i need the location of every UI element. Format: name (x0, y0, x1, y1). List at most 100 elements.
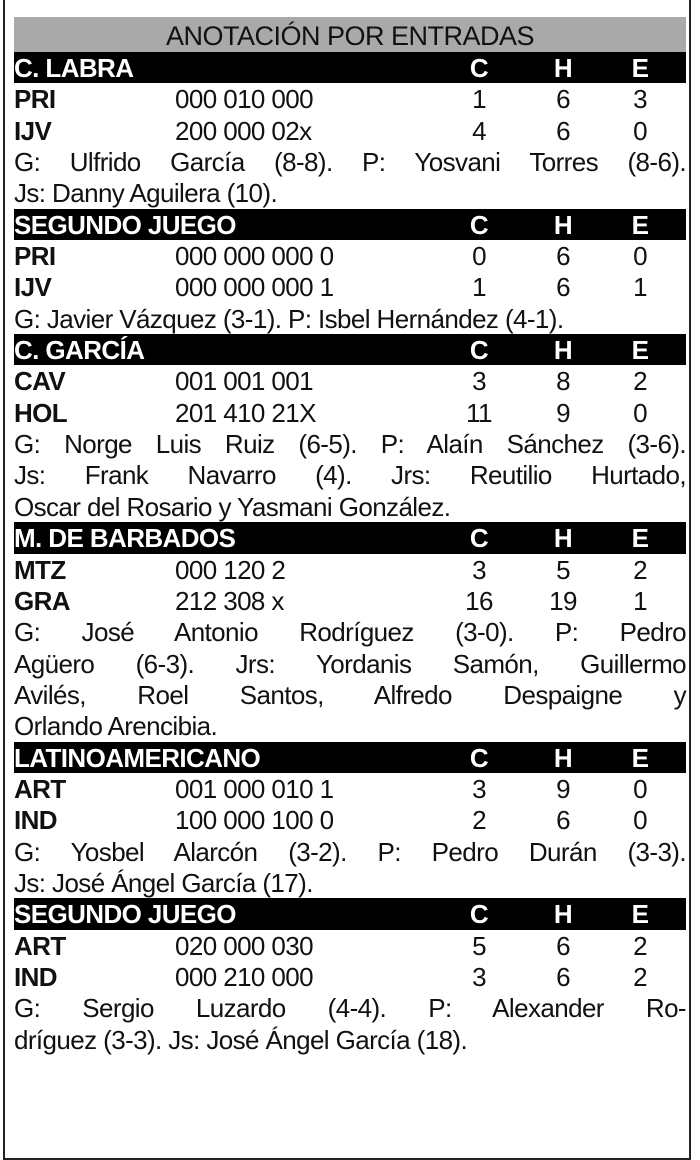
team-name: ART (14, 930, 66, 961)
errors-column-header: E (631, 53, 649, 83)
hits-value: 19 (549, 585, 577, 616)
pitching-note: Agüero (6-3). Jrs: Yordanis Samón, Guill… (14, 648, 687, 679)
hits-column-header: H (553, 209, 573, 240)
runs-value: 1 (472, 272, 486, 303)
hits-column-header: H (553, 53, 573, 83)
runs-column-header: C (469, 899, 489, 930)
errors-value: 2 (633, 366, 647, 397)
game-header: C. LABRA C H E (14, 52, 686, 84)
team-row: CAV 001 001 001 3 8 2 (14, 365, 686, 396)
innings-line: 000 000 000 1 (175, 272, 334, 303)
venue-label: C. LABRA (14, 53, 134, 83)
hits-value: 6 (556, 805, 570, 836)
runs-value: 4 (472, 115, 486, 146)
innings-line: 200 000 02x (175, 115, 312, 146)
hits-value: 6 (556, 84, 570, 115)
game-header: SEGUNDO JUEGO C H E (14, 208, 686, 241)
innings-line: 000 120 2 (175, 554, 286, 585)
pitching-note: dríguez (3-3). Js: José Ángel García (18… (14, 1024, 468, 1055)
hits-column-header: H (553, 899, 573, 930)
hits-value: 5 (556, 554, 570, 585)
team-row: IND 100 000 100 0 2 6 0 (14, 804, 686, 835)
innings-line: 020 000 030 (175, 930, 314, 961)
errors-value: 0 (633, 805, 647, 836)
game-section: C. LABRA C H E PRI 000 010 000 1 6 3 IJV 200 000 0… (14, 52, 687, 209)
team-row: IJV 200 000 02x 4 6 0 (14, 115, 686, 146)
runs-column-header: C (469, 53, 489, 83)
errors-value: 1 (633, 272, 647, 303)
hits-column-header: H (553, 335, 573, 366)
innings-line: 001 000 010 1 (175, 773, 334, 804)
runs-value: 16 (465, 585, 493, 616)
pitching-note: G: Ulfrido García (8-8). P: Yosvani Torr… (14, 147, 687, 178)
pitching-note: G: Javier Vázquez (3-1). P: Isbel Hernán… (14, 303, 564, 334)
venue-label: LATINOAMERICANO (14, 742, 261, 773)
errors-value: 0 (633, 397, 647, 428)
innings-line: 201 410 21X (175, 397, 316, 428)
runs-column-header: C (469, 523, 489, 554)
errors-column-header: E (631, 335, 649, 366)
errors-column-header: E (631, 899, 649, 930)
team-row: IND 000 210 000 3 6 2 (14, 961, 686, 992)
pitching-note: G: Yosbel Alarcón (3-2). P: Pedro Durán … (14, 836, 687, 867)
game-section: SEGUNDO JUEGO C H E ART 020 000 030 5 6 2 IND 000 … (14, 898, 687, 1055)
team-row: MTZ 000 120 2 3 5 2 (14, 554, 686, 585)
errors-value: 2 (633, 930, 647, 961)
innings-line: 000 210 000 (175, 961, 314, 992)
errors-value: 3 (633, 84, 647, 115)
pitching-note: Avilés, Roel Santos, Alfredo Despaigne y (14, 679, 687, 710)
team-name: PRI (14, 84, 56, 115)
venue-label: M. DE BARBADOS (14, 523, 236, 554)
team-name: IJV (14, 272, 52, 303)
team-name: IND (14, 805, 58, 836)
pitching-note: G: José Antonio Rodríguez (3-0). P: Pedr… (14, 617, 687, 648)
game-section: M. DE BARBADOS C H E MTZ 000 120 2 3 5 2 GRA 212 3… (14, 522, 687, 742)
runs-value: 3 (472, 366, 486, 397)
errors-value: 1 (633, 585, 647, 616)
team-row: ART 001 000 010 1 3 9 0 (14, 773, 686, 804)
errors-value: 0 (633, 773, 647, 804)
pitching-note: Oscar del Rosario y Yasmani González. (14, 491, 451, 522)
game-header: M. DE BARBADOS C H E (14, 522, 686, 554)
runs-column-header: C (469, 335, 489, 366)
innings-line: 000 010 000 (175, 84, 314, 115)
innings-line: 212 308 x (175, 585, 284, 616)
runs-value: 0 (472, 241, 486, 272)
pitching-note: Orlando Arencibia. (14, 711, 218, 742)
team-name: IND (14, 961, 58, 992)
team-name: PRI (14, 241, 56, 272)
hits-value: 6 (556, 241, 570, 272)
runs-value: 3 (472, 773, 486, 804)
hits-value: 8 (556, 366, 570, 397)
hits-value: 6 (556, 115, 570, 146)
games-list: C. LABRA C H E PRI 000 010 000 1 6 3 IJV 200 000 0… (14, 52, 687, 1055)
pitching-note: Js: Frank Navarro (4). Jrs: Reutilio Hur… (14, 460, 687, 491)
runs-value: 11 (466, 397, 492, 428)
errors-column-header: E (631, 742, 649, 773)
errors-value: 0 (633, 241, 647, 272)
box-score: ANOTACIÓN POR ENTRADAS C. LABRA C H E PRI 000… (14, 17, 687, 1055)
runs-value: 5 (472, 930, 486, 961)
pitching-note: G: Sergio Luzardo (4-4). P: Alexander Ro… (14, 993, 687, 1024)
errors-column-header: E (631, 209, 649, 240)
team-name: MTZ (14, 554, 66, 585)
team-name: GRA (14, 585, 71, 616)
team-row: ART 020 000 030 5 6 2 (14, 930, 686, 961)
team-name: HOL (14, 397, 68, 428)
game-header: SEGUNDO JUEGO C H E (14, 898, 686, 930)
runs-column-header: C (469, 742, 489, 773)
pitching-note: Js: Danny Aguilera (10). (14, 178, 278, 209)
game-section: C. GARCÍA C H E CAV 001 001 001 3 8 2 HOL 201 410 … (14, 334, 687, 522)
team-name: CAV (14, 366, 66, 397)
runs-value: 3 (472, 961, 486, 992)
hits-value: 6 (556, 930, 570, 961)
team-row: PRI 000 000 000 0 0 6 0 (14, 240, 686, 271)
box-title: ANOTACIÓN POR ENTRADAS (14, 17, 686, 52)
innings-line: 001 001 001 (175, 366, 314, 397)
runs-value: 2 (472, 805, 486, 836)
errors-value: 0 (633, 115, 647, 146)
runs-column-header: C (469, 209, 489, 240)
game-section: SEGUNDO JUEGO C H E PRI 000 000 000 0 0 6 0 IJV 00… (14, 208, 686, 334)
runs-value: 1 (472, 84, 486, 115)
